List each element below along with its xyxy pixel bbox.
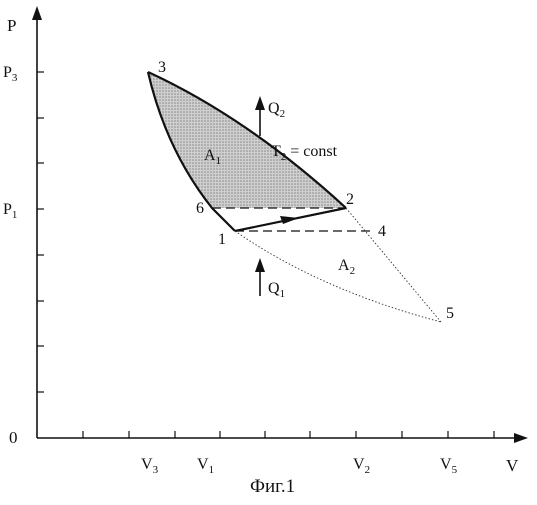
q2-arrowhead [255,96,265,110]
heat-label-q2: Q2 [268,100,285,120]
x-tick-label-v3: V3 [141,456,159,476]
point-label-2: 2 [346,191,354,208]
shaded-area-a1 [148,72,346,208]
x-tick-label-v5: V5 [440,456,458,476]
figure-caption: Фиг.1 [250,476,295,497]
isotherm-label: T2 = const [271,143,338,163]
y-tick-label-p1: P1 [3,201,17,221]
x-tick-label-v2: V2 [353,456,370,476]
area-label-a2: A2 [338,257,355,277]
x-axis-ticks [83,431,494,438]
x-axis-label: V [506,456,519,475]
y-axis-label: P [7,16,16,35]
point-label-1: 1 [218,231,226,248]
x-tick-label-v1: V1 [197,456,214,476]
point-label-6: 6 [196,200,204,217]
dotted-2-4-5 [346,208,441,322]
point-label-4: 4 [378,223,386,240]
heat-label-q1: Q1 [268,280,285,300]
origin-label: 0 [9,428,18,447]
q1-arrowhead [255,258,265,272]
y-axis-ticks [37,72,44,392]
arrow-1-2 [280,216,299,224]
point-label-3: 3 [158,59,166,76]
x-axis-arrowhead [514,433,528,443]
dotted-1-5 [235,231,441,322]
y-axis-arrowhead [32,6,42,20]
y-tick-label-p3: P3 [3,64,18,84]
point-label-5: 5 [446,305,454,322]
